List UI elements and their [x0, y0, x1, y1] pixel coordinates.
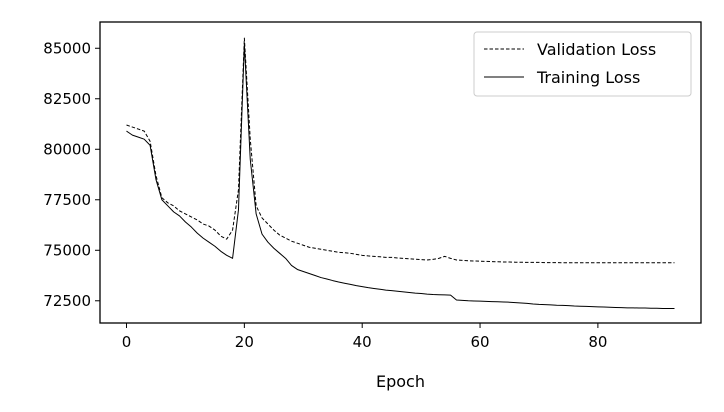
- x-tick-label: 0: [122, 333, 132, 351]
- y-tick-label: 77500: [43, 191, 91, 209]
- plot-frame: [99, 21, 702, 324]
- x-tick-label: 80: [588, 333, 607, 351]
- y-tick-label: 85000: [43, 39, 91, 57]
- x-axis: 0 20 40 60 80: [122, 323, 607, 351]
- legend-label-validation: Validation Loss: [537, 40, 656, 59]
- y-tick-label: 72500: [43, 292, 91, 310]
- legend: Validation Loss Training Loss: [473, 31, 692, 97]
- legend-box: [473, 31, 692, 97]
- x-tick-label: 40: [353, 333, 372, 351]
- y-axis: 72500 75000 77500 80000 82500 85000: [43, 39, 100, 310]
- x-axis-title: Epoch: [376, 372, 425, 391]
- y-tick-label: 80000: [43, 140, 91, 158]
- x-tick-label: 60: [470, 333, 489, 351]
- legend-label-training: Training Loss: [536, 68, 640, 87]
- y-tick-label: 75000: [43, 241, 91, 259]
- x-tick-label: 20: [235, 333, 254, 351]
- plot-lines: [126, 37, 675, 309]
- y-tick-label: 82500: [43, 90, 91, 108]
- series-line-validation: [126, 37, 675, 264]
- series-line-training: [126, 43, 675, 309]
